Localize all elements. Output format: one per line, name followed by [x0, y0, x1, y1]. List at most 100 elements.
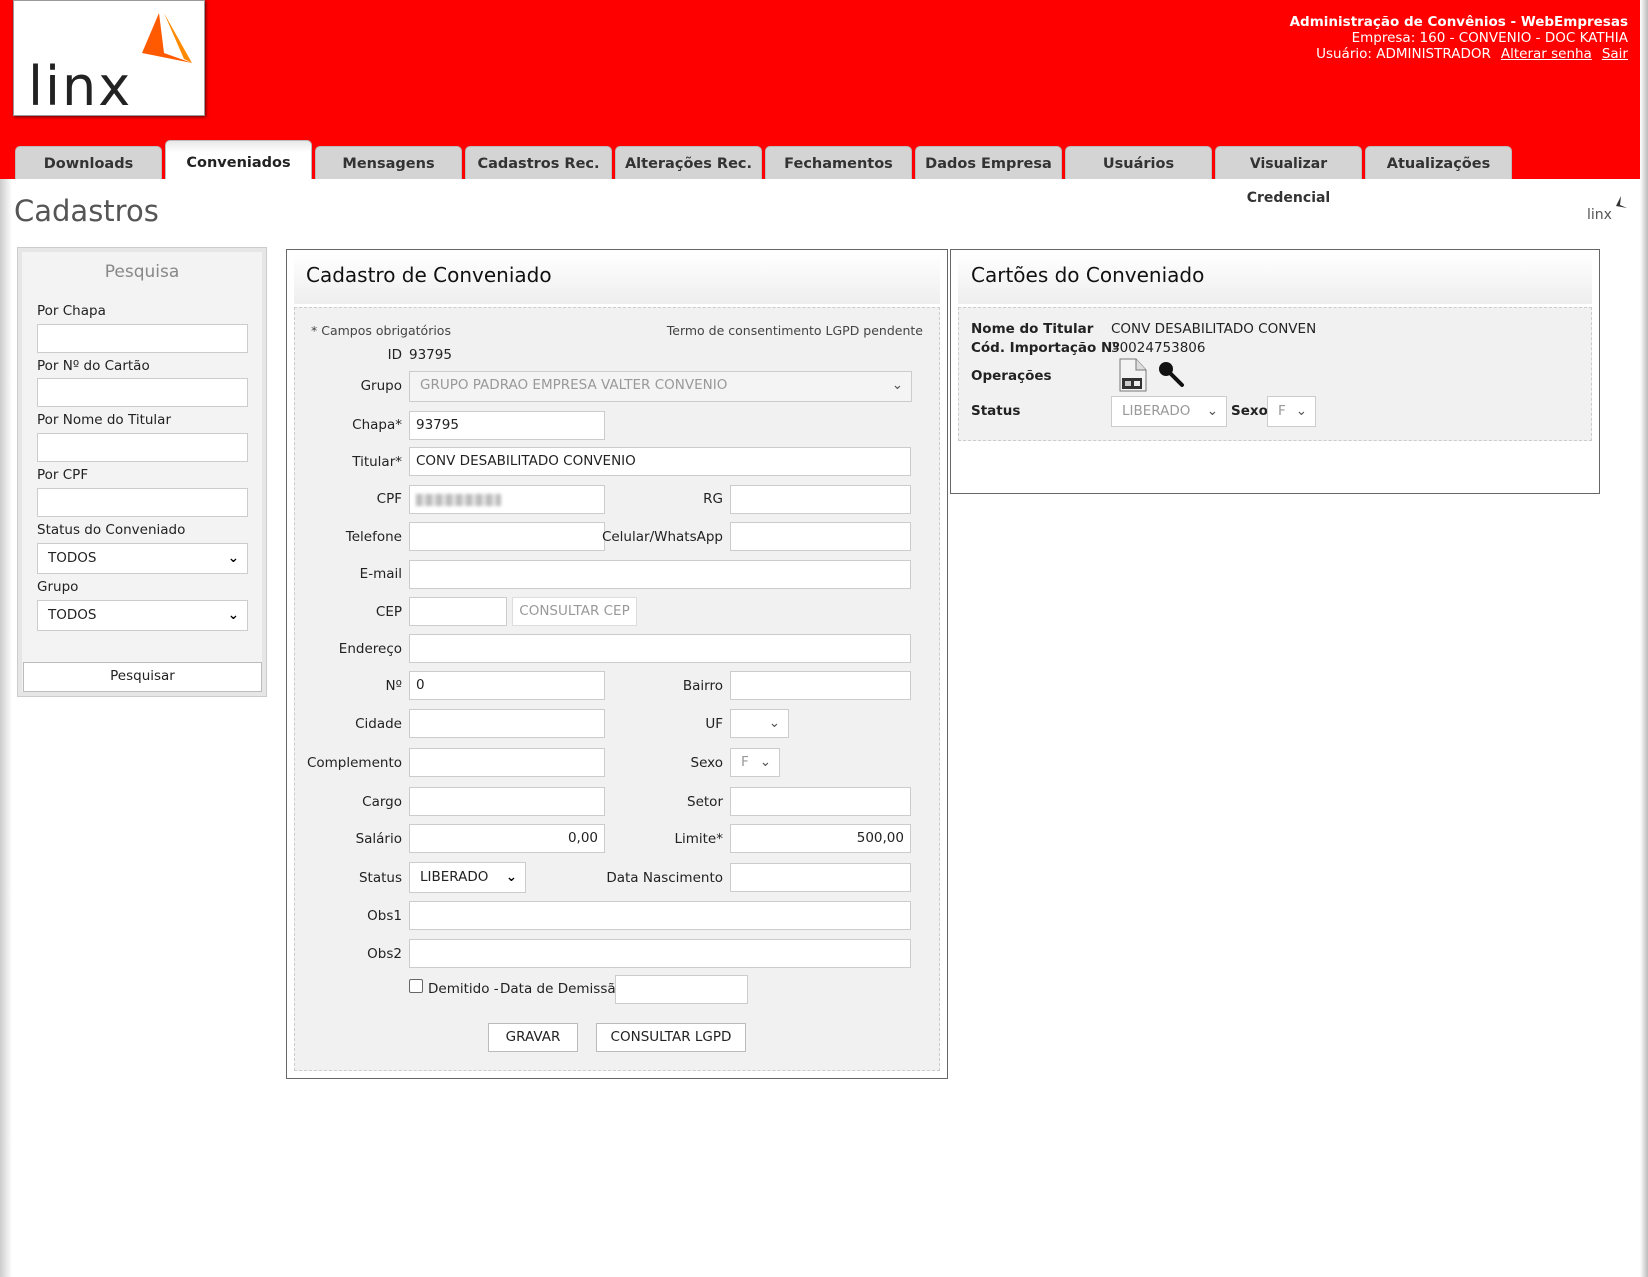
svg-text:linx: linx [1587, 207, 1612, 222]
chevron-down-icon: ⌄ [227, 607, 239, 623]
tab-mensagens[interactable]: Mensagens [315, 146, 462, 179]
app-title: Administração de Convênios - WebEmpresas [1289, 14, 1628, 30]
cod-importacao-value: 30024753806 [1111, 340, 1206, 356]
celular-input[interactable] [730, 522, 911, 551]
change-password-link[interactable]: Alterar senha [1500, 46, 1592, 62]
salario-input[interactable]: 0,00 [409, 824, 605, 853]
chevron-down-icon: ⌄ [1295, 403, 1307, 419]
cartao-status-select[interactable]: LIBERADO ⌄ [1111, 396, 1227, 427]
cargo-input[interactable] [409, 787, 605, 816]
grupo-label: Grupo [37, 579, 79, 595]
salario-label: Salário [355, 831, 402, 847]
cidade-input[interactable] [409, 709, 605, 738]
cidade-label: Cidade [355, 716, 402, 732]
tab-atualizacoes[interactable]: Atualizações [1365, 146, 1512, 179]
key-icon[interactable] [1157, 360, 1185, 392]
obs1-input[interactable] [409, 901, 911, 930]
status-conveniado-label: Status do Conveniado [37, 522, 186, 538]
search-title: Pesquisa [104, 262, 180, 282]
setor-label: Setor [687, 794, 723, 810]
tab-alteracoes-rec[interactable]: Alterações Rec. [615, 146, 762, 179]
demissao-input[interactable] [615, 975, 748, 1004]
demitido-label: Demitido - [428, 981, 499, 997]
pesquisar-button[interactable]: Pesquisar [23, 662, 262, 692]
status-value: LIBERADO [420, 869, 489, 885]
cartao-status-value: LIBERADO [1122, 403, 1191, 419]
sexo-select[interactable]: F ⌄ [730, 748, 780, 777]
required-note: * Campos obrigatórios [311, 323, 451, 338]
operacoes-label: Operações [971, 368, 1052, 384]
consultar-cep-button[interactable]: CONSULTAR CEP [512, 597, 637, 626]
titular-label: Titular* [352, 454, 402, 470]
id-value: 93795 [409, 347, 452, 363]
chapa-input[interactable]: 93795 [409, 411, 605, 440]
cartoes-title: Cartões do Conveniado [971, 263, 1205, 287]
usuario-info: Usuário: ADMINISTRADOR [1316, 46, 1491, 62]
cartao-status-label: Status [971, 403, 1021, 419]
id-label: ID [387, 347, 402, 363]
linx-small-logo: linx [1585, 194, 1629, 226]
setor-input[interactable] [730, 787, 911, 816]
nascimento-input[interactable] [730, 863, 911, 892]
por-chapa-label: Por Chapa [37, 303, 106, 319]
cargo-label: Cargo [362, 794, 402, 810]
por-cpf-input[interactable] [37, 488, 248, 517]
svg-text:linx: linx [28, 55, 132, 115]
lgpd-note: Termo de consentimento LGPD pendente [666, 323, 923, 338]
grupo-field-label: Grupo [360, 378, 402, 394]
nascimento-label: Data Nascimento [606, 870, 723, 886]
tab-fechamentos[interactable]: Fechamentos [765, 146, 912, 179]
tab-cadastros-rec[interactable]: Cadastros Rec. [465, 146, 612, 179]
status-select[interactable]: LIBERADO ⌄ [409, 862, 526, 893]
por-chapa-input[interactable] [37, 324, 248, 353]
status-label: Status [358, 870, 402, 886]
complemento-label: Complemento [306, 755, 402, 771]
tab-visualizar-credencial[interactable]: Visualizar Credencial [1215, 146, 1362, 206]
status-conveniado-select[interactable]: TODOS ⌄ [37, 543, 248, 574]
tab-conveniados[interactable]: Conveniados [165, 140, 312, 179]
telefone-input[interactable] [409, 522, 605, 551]
cpf-blurred-value [416, 494, 501, 506]
chevron-down-icon: ⌄ [227, 550, 239, 566]
titular-input[interactable]: CONV DESABILITADO CONVENIO [409, 447, 911, 476]
celular-label: Celular/WhatsApp [601, 529, 723, 545]
chevron-down-icon: ⌄ [505, 869, 517, 885]
grupo-field-value: GRUPO PADRAO EMPRESA VALTER CONVENIO [420, 377, 728, 393]
email-input[interactable] [409, 560, 911, 589]
rg-input[interactable] [730, 485, 911, 514]
endereco-input[interactable] [409, 634, 911, 663]
tab-usuarios[interactable]: Usuários [1065, 146, 1212, 179]
demitido-checkbox[interactable] [409, 979, 423, 993]
cartao-sexo-label: Sexo [1231, 403, 1268, 419]
consultar-lgpd-button[interactable]: CONSULTAR LGPD [596, 1023, 746, 1052]
cpf-input[interactable] [409, 485, 605, 514]
tab-downloads[interactable]: Downloads [15, 146, 162, 179]
grupo-field-select[interactable]: GRUPO PADRAO EMPRESA VALTER CONVENIO ⌄ [409, 371, 912, 402]
nome-titular-value: CONV DESABILITADO CONVEN [1111, 321, 1317, 337]
empresa-info: Empresa: 160 - CONVENIO - DOC KATHIA [1351, 30, 1628, 46]
cep-input[interactable] [409, 597, 507, 626]
cod-importacao-label: Cód. Importação Nº [971, 340, 1120, 356]
bairro-input[interactable] [730, 671, 911, 700]
grupo-select[interactable]: TODOS ⌄ [37, 600, 248, 631]
tab-dados-empresa[interactable]: Dados Empresa [915, 146, 1062, 179]
page-edge-right [1640, 0, 1648, 1277]
por-nome-input[interactable] [37, 433, 248, 462]
chevron-down-icon: ⌄ [891, 377, 903, 393]
complemento-input[interactable] [409, 748, 605, 777]
por-cartao-input[interactable] [37, 378, 248, 407]
gravar-button[interactable]: GRAVAR [488, 1023, 578, 1052]
demissao-label: Data de Demissão [500, 981, 624, 997]
limite-input[interactable]: 500,00 [730, 824, 911, 853]
cartao-sexo-select[interactable]: F ⌄ [1267, 396, 1316, 427]
por-cpf-label: Por CPF [37, 467, 89, 483]
limite-label: Limite* [674, 831, 723, 847]
obs2-input[interactable] [409, 939, 911, 968]
endereco-label: Endereço [338, 641, 402, 657]
bairro-label: Bairro [682, 678, 723, 694]
uf-select[interactable]: ⌄ [730, 709, 789, 738]
numero-input[interactable]: 0 [409, 671, 605, 700]
logout-link[interactable]: Sair [1601, 46, 1628, 62]
card-document-icon[interactable] [1118, 358, 1148, 396]
chevron-down-icon: ⌄ [768, 715, 780, 731]
